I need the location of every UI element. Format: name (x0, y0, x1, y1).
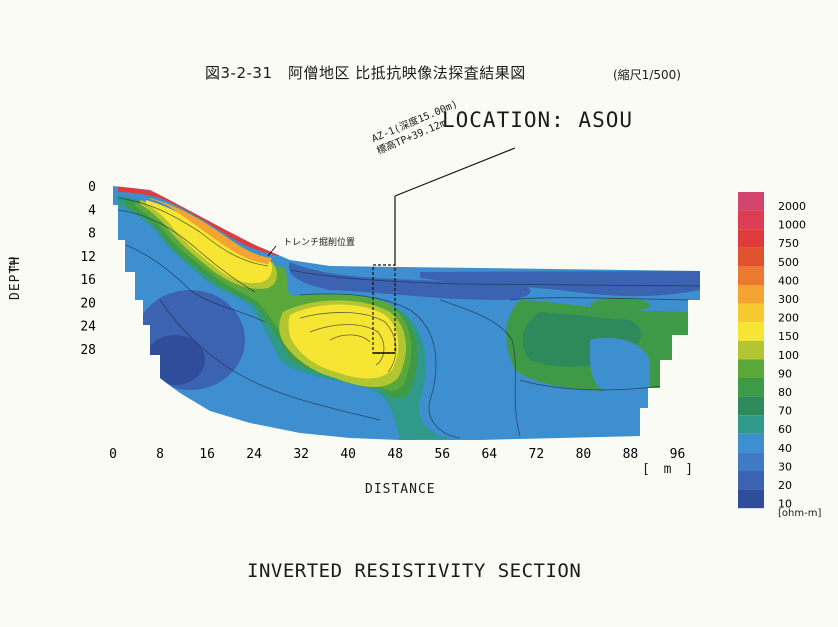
borehole (372, 147, 516, 354)
y-tick-label: 12 (80, 250, 96, 265)
x-tick-label: 80 (576, 447, 592, 462)
x-tick-label: 72 (529, 447, 545, 462)
colorbar-label: 2000 (778, 200, 806, 213)
x-tick-label: 64 (481, 447, 497, 462)
y-tick-label: 28 (80, 343, 96, 358)
colorbar-swatch (738, 489, 764, 509)
colorbar-swatch (738, 415, 764, 434)
x-tick-label: 88 (623, 447, 639, 462)
colorbar-label: 80 (778, 386, 792, 399)
x-tick-label: 32 (293, 447, 309, 462)
colorbar-label: 1000 (778, 219, 806, 232)
y-tick-label: 8 (88, 227, 96, 242)
x-tick-label: 40 (340, 447, 356, 462)
figure-scale: (縮尺1/500) (613, 68, 681, 82)
colorbar-swatch (738, 378, 764, 397)
x-tick-label: 0 (109, 447, 117, 462)
colorbar-swatch (738, 229, 764, 248)
x-tick-label: 24 (246, 447, 262, 462)
colorbar-swatch (738, 266, 764, 285)
colorbar-swatch (738, 396, 764, 416)
y-tick-label: 0 (88, 180, 96, 195)
colorbar-swatch (738, 210, 764, 230)
x-axis-ticks: 0 8 16 24 32 40 48 56 64 72 80 88 96 (109, 447, 685, 462)
colorbar-label: 70 (778, 405, 792, 418)
colorbar-label: 90 (778, 367, 792, 380)
colorbar-swatch (738, 359, 764, 378)
chart-title: INVERTED RESISTIVITY SECTION (247, 560, 582, 582)
colorbar-swatch (738, 322, 764, 341)
colorbar-swatch (738, 303, 764, 323)
colorbar-legend: 2000 1000 750 500 400 300 200 150 100 90 80 70 60 40 3… (738, 192, 806, 511)
x-tick-label: 96 (670, 447, 686, 462)
colorbar-label: 750 (778, 237, 799, 250)
colorbar-label: 20 (778, 479, 792, 492)
trench-pointer (267, 245, 277, 257)
colorbar-label: 40 (778, 442, 792, 455)
colorbar-swatch (738, 192, 764, 211)
y-tick-label: 16 (80, 273, 96, 288)
colorbar-label: 100 (778, 349, 799, 362)
colorbar-label: 200 (778, 312, 799, 325)
colorbar-swatch (738, 452, 764, 471)
x-tick-label: 16 (199, 447, 215, 462)
figure-title: 図3-2-31 阿僧地区 比抵抗映像法探査結果図 (205, 64, 526, 82)
x-axis-unit: [ m ] (642, 462, 697, 477)
colorbar-label: 300 (778, 293, 799, 306)
colorbar-label: 400 (778, 274, 799, 287)
colorbar-label: 60 (778, 423, 792, 436)
colorbar-swatch (738, 285, 764, 304)
location-label: LOCATION: ASOU (442, 108, 634, 132)
x-tick-label: 48 (387, 447, 403, 462)
y-tick-label: 20 (80, 296, 96, 311)
y-tick-label: 24 (80, 320, 96, 335)
colorbar-label: 30 (778, 460, 792, 473)
x-tick-label: 56 (434, 447, 450, 462)
colorbar-swatch (738, 471, 764, 490)
x-axis-label: DISTANCE (365, 482, 436, 497)
colorbar-label: 150 (778, 330, 799, 343)
colorbar-unit: [ohm-m] (778, 508, 822, 519)
y-axis-ticks: 0 4 8 12 16 20 24 28 (80, 180, 96, 358)
x-tick-label: 8 (156, 447, 164, 462)
colorbar-label: 500 (778, 256, 799, 269)
section-body (113, 186, 700, 440)
trench-label: トレンチ掘削位置 (283, 238, 356, 248)
colorbar-swatch (738, 433, 764, 453)
colorbar-swatch (738, 340, 764, 360)
y-tick-label: 4 (88, 203, 96, 218)
colorbar-swatch (738, 247, 764, 267)
y-axis-unit: (m) (8, 256, 18, 272)
colorbar-label: 10 (778, 498, 792, 511)
